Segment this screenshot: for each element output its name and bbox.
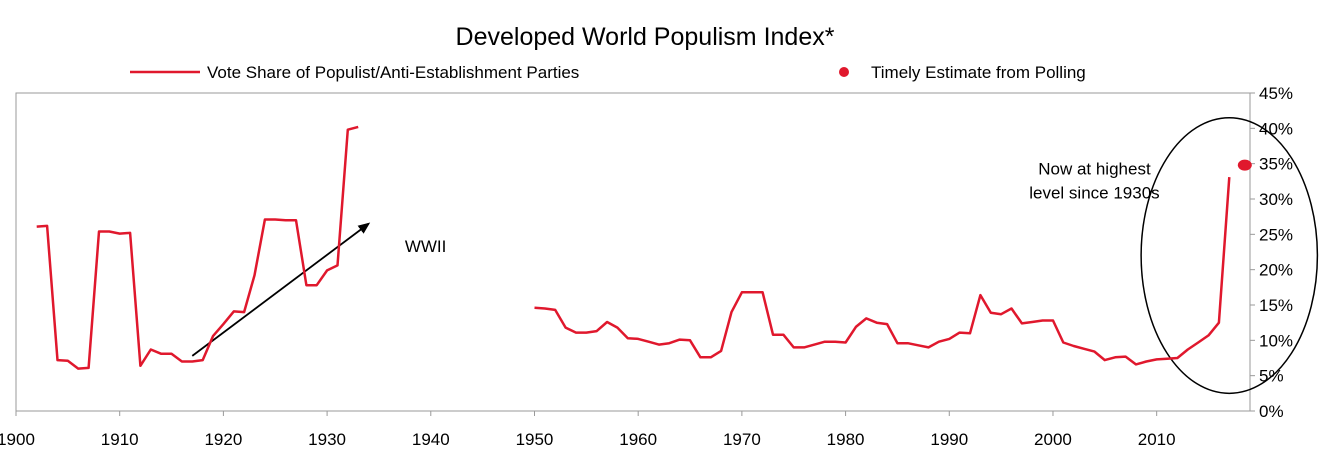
axes: 0%5%10%15%20%25%30%35%40%45%1900 1910 1920… xyxy=(0,84,1293,449)
x-tick-label: 2000 xyxy=(1034,430,1072,449)
x-tick-label: 1980 xyxy=(827,430,865,449)
x-tick-label: 1990 xyxy=(930,430,968,449)
x-tick-label: 1900 xyxy=(0,430,35,449)
highlight-label-line: level since 1930s xyxy=(1029,183,1159,202)
x-tick-label: 1970 xyxy=(723,430,761,449)
highlight-ellipse xyxy=(1140,116,1319,395)
y-tick-label: 20% xyxy=(1259,261,1293,280)
chart-title: Developed World Populism Index* xyxy=(456,23,835,51)
x-tick-label: 1920 xyxy=(204,430,242,449)
legend-label-vote-share: Vote Share of Populist/Anti-Establishmen… xyxy=(207,63,579,82)
wwii-label: WWII xyxy=(405,237,447,256)
y-tick-label: 15% xyxy=(1259,296,1293,315)
legend-label-polling: Timely Estimate from Polling xyxy=(871,63,1086,82)
highlight-label-line: Now at highest xyxy=(1038,159,1151,178)
series-line-segment xyxy=(36,125,359,370)
y-tick-label: 0% xyxy=(1259,402,1284,421)
y-tick-label: 45% xyxy=(1259,84,1293,103)
legend-dot-swatch xyxy=(839,67,849,77)
y-tick-label: 10% xyxy=(1259,331,1293,350)
x-tick-label: 1940 xyxy=(412,430,450,449)
legend: Vote Share of Populist/Anti-Establishmen… xyxy=(130,63,1086,82)
plot-frame xyxy=(15,92,1251,412)
y-tick-label: 30% xyxy=(1259,190,1293,209)
x-tick-label: 1960 xyxy=(619,430,657,449)
polling-estimate-dot xyxy=(1237,159,1252,171)
x-tick-label: 1930 xyxy=(308,430,346,449)
series-line-segment xyxy=(534,177,1231,366)
annotations: WWII Now at highest level since 1930s xyxy=(191,116,1319,395)
x-tick-label: 1910 xyxy=(101,430,139,449)
x-tick-label: 2010 xyxy=(1138,430,1176,449)
y-tick-label: 35% xyxy=(1259,155,1293,174)
y-tick-label: 40% xyxy=(1259,119,1293,138)
series-layer xyxy=(36,125,1252,370)
x-tick-label: 1950 xyxy=(516,430,554,449)
y-tick-label: 25% xyxy=(1259,225,1293,244)
trend-arrow xyxy=(191,222,371,357)
